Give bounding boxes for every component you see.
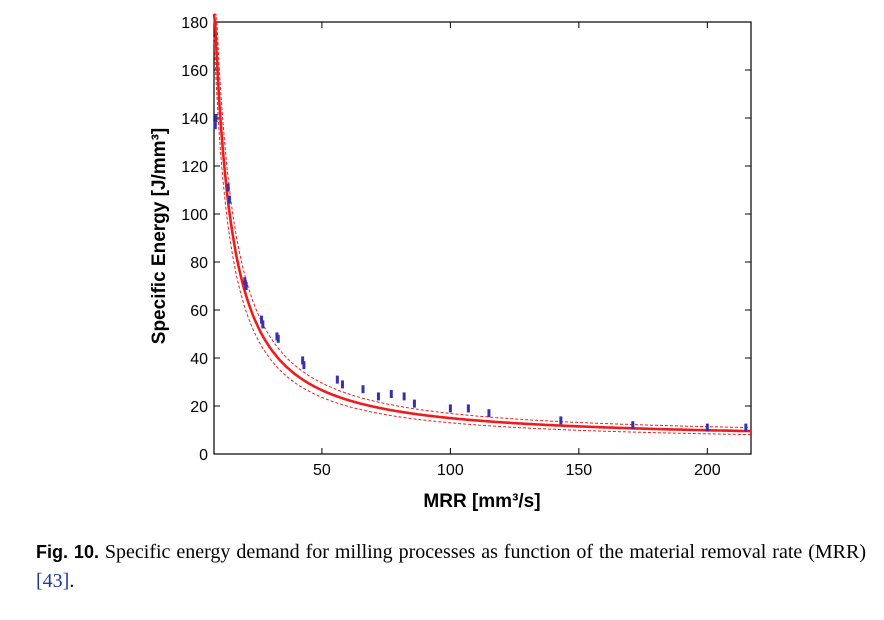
axis-ticks: 0 20 40 60 80 100 120 140 160 180 50 100 150 200 bbox=[181, 15, 751, 479]
y-tick-label: 0 bbox=[199, 447, 208, 464]
y-tick-label: 40 bbox=[190, 351, 208, 368]
caption-end: . bbox=[69, 570, 75, 592]
y-tick-label: 140 bbox=[181, 111, 208, 128]
y-tick-label: 60 bbox=[190, 303, 208, 320]
x-axis-label: MRR [mm³/s] bbox=[423, 491, 540, 512]
data-points bbox=[213, 114, 748, 432]
confidence-band bbox=[213, 13, 751, 436]
x-tick-label: 150 bbox=[566, 462, 593, 479]
x-tick-label: 100 bbox=[437, 462, 464, 479]
chart: 0 20 40 60 80 100 120 140 160 180 50 100 150 200 MRR … bbox=[149, 13, 752, 512]
y-tick-label: 120 bbox=[181, 159, 208, 176]
y-tick-label: 180 bbox=[181, 15, 208, 32]
y-tick-label: 160 bbox=[181, 63, 208, 80]
plot-area-border bbox=[213, 21, 752, 455]
caption-label: Fig. 10. bbox=[36, 542, 99, 562]
plot-frame bbox=[213, 21, 752, 455]
fit-line bbox=[212, 13, 751, 433]
y-axis-label: Specific Energy [J/mm³] bbox=[149, 128, 170, 344]
y-tick-label: 100 bbox=[181, 207, 208, 224]
caption-reference-link[interactable]: [43] bbox=[36, 570, 70, 592]
figure-caption: Fig. 10. Specific energy demand for mill… bbox=[36, 538, 866, 596]
y-tick-label: 80 bbox=[190, 255, 208, 272]
x-tick-label: 200 bbox=[694, 462, 721, 479]
lower-band-line bbox=[213, 37, 751, 436]
fit-curve bbox=[212, 13, 751, 433]
caption-text: Specific energy demand for milling proce… bbox=[98, 541, 867, 563]
x-tick-label: 50 bbox=[313, 462, 331, 479]
y-tick-label: 20 bbox=[190, 399, 208, 416]
upper-band-line bbox=[214, 13, 751, 429]
